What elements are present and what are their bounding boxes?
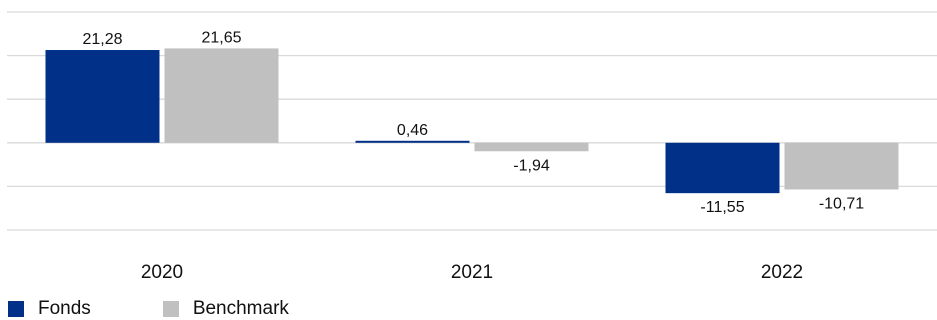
gridlines [7,11,937,231]
legend-label-benchmark: Benchmark [192,298,289,319]
bars [45,48,899,194]
legend-item-fonds: Fonds [8,298,91,320]
bar-benchmark-2021 [474,142,589,152]
legend-swatch-fonds [8,301,24,317]
category-labels: 2020 2021 2022 [141,262,803,283]
data-labels: 21,28 21,65 0,46 -1,94 -11,55 -10,71 [82,29,864,216]
data-label-benchmark-2020: 21,65 [201,29,241,46]
bar-fonds-2021 [355,140,470,143]
legend-label-fonds: Fonds [38,298,91,319]
legend-item-benchmark: Benchmark [162,298,289,320]
data-label-fonds-2021: 0,46 [397,122,428,139]
legend: Fonds Benchmark [8,298,289,320]
category-label-2021: 2021 [451,262,493,283]
data-label-fonds-2022: -11,55 [700,199,744,216]
data-label-benchmark-2021: -1,94 [513,157,550,174]
data-label-fonds-2020: 21,28 [82,31,122,48]
bar-fonds-2022 [665,142,780,194]
category-label-2022: 2022 [761,262,803,283]
bar-chart: 21,28 21,65 0,46 -1,94 -11,55 -10,71 2020 2021… [7,11,937,283]
category-label-2020: 2020 [141,262,183,283]
bar-benchmark-2022 [784,142,899,190]
legend-swatch-benchmark [162,301,179,317]
bar-benchmark-2020 [164,48,279,143]
bar-fonds-2020 [45,50,160,143]
data-label-benchmark-2022: -10,71 [819,195,864,212]
